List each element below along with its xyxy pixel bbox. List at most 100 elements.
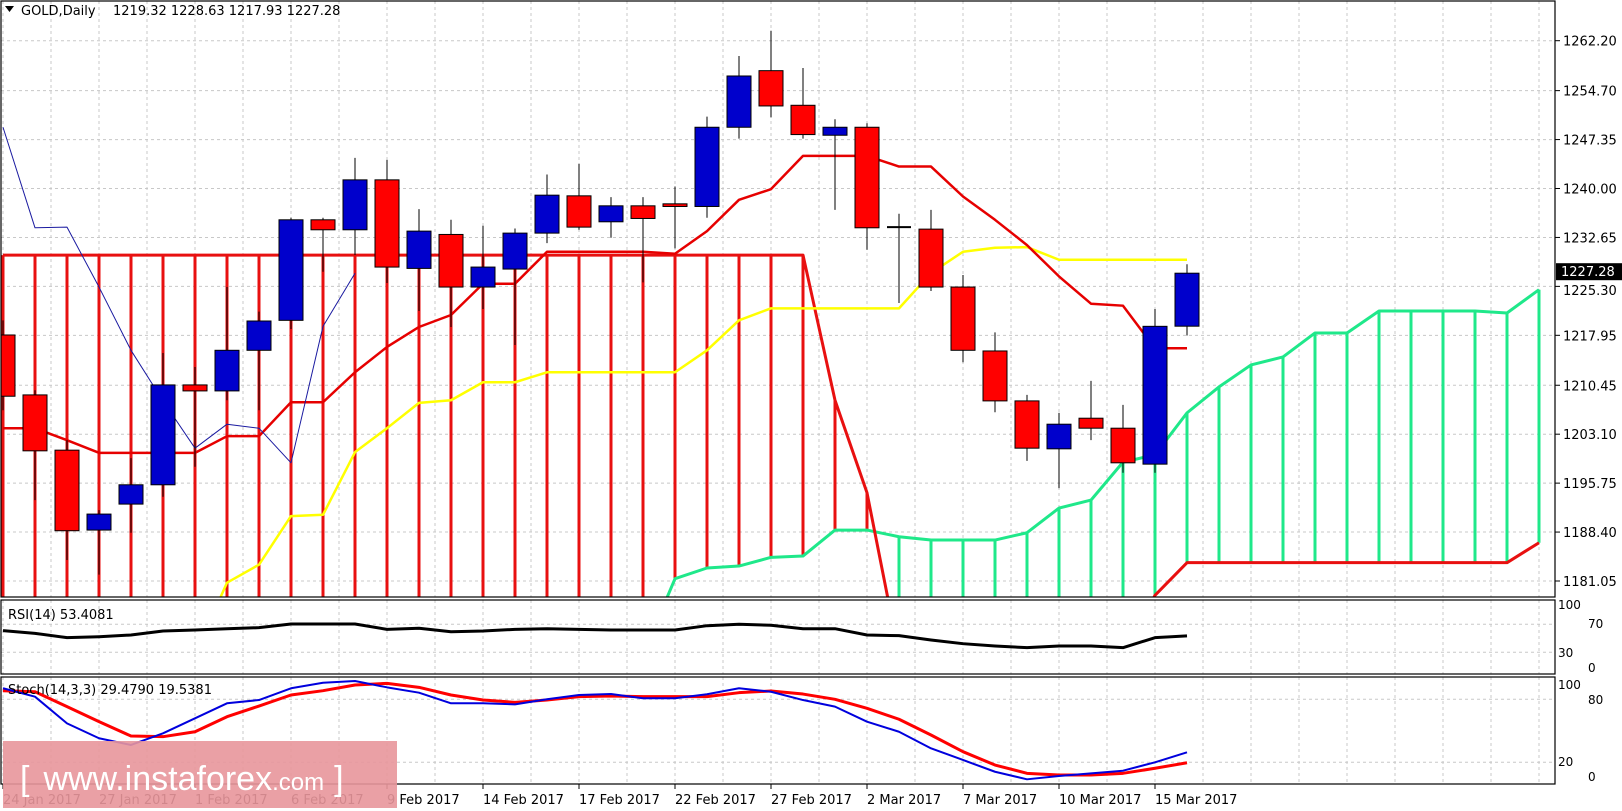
candle-body — [918, 228, 944, 288]
rsi-level-label: 0 — [1588, 661, 1596, 675]
candle[interactable] — [790, 67, 816, 139]
rsi-line — [2, 622, 1188, 650]
candle[interactable] — [1014, 394, 1040, 461]
candle[interactable] — [982, 332, 1008, 413]
kijun-sen-line — [219, 245, 1187, 597]
candle[interactable] — [118, 458, 144, 533]
candle[interactable] — [150, 352, 176, 497]
candle[interactable] — [1174, 264, 1200, 336]
candle[interactable] — [438, 219, 464, 327]
candle[interactable] — [566, 163, 592, 230]
candle[interactable] — [1142, 309, 1168, 473]
watermark-background — [3, 741, 397, 808]
candle[interactable] — [214, 287, 240, 401]
candle-body — [502, 232, 528, 270]
watermark-tld: .com — [272, 769, 324, 796]
candle[interactable] — [182, 366, 208, 467]
candle[interactable] — [950, 275, 976, 363]
candle-body — [1142, 325, 1168, 465]
price-tick-label: 1262.20 — [1563, 35, 1617, 50]
candle-body — [214, 349, 240, 392]
current-price-label: 1227.28 — [1561, 265, 1615, 280]
current-price-marker — [1556, 263, 1622, 281]
main-panel-border — [0, 0, 1556, 598]
candle-body — [406, 230, 432, 269]
candle-body — [854, 126, 880, 229]
candle[interactable] — [246, 311, 272, 411]
candle-body — [150, 384, 176, 486]
candle[interactable] — [534, 174, 560, 244]
chikou-span-line — [2, 127, 356, 464]
candle[interactable] — [1078, 380, 1104, 441]
candle[interactable] — [758, 30, 784, 118]
candle-body — [86, 513, 112, 531]
candle[interactable] — [598, 197, 624, 238]
candle-body — [982, 350, 1008, 402]
candle-body — [1046, 423, 1072, 450]
price-tick-label: 1188.40 — [1563, 526, 1617, 541]
candle[interactable] — [342, 157, 368, 256]
candle[interactable] — [854, 123, 880, 250]
candle[interactable] — [694, 116, 720, 218]
chart-header[interactable]: GOLD,Daily 1219.32 1228.63 1217.93 1227.… — [5, 4, 340, 19]
date-label: 14 Feb 2017 — [483, 793, 564, 808]
candle-body — [1110, 427, 1136, 464]
candle[interactable] — [630, 197, 656, 283]
price-tick-label: 1247.35 — [1563, 134, 1617, 149]
candle[interactable] — [1110, 404, 1136, 473]
price-tick-label: 1210.45 — [1563, 379, 1617, 394]
candle[interactable] — [887, 213, 911, 304]
candle[interactable] — [0, 320, 16, 411]
watermark-bracket-close: ] — [334, 760, 343, 798]
candle[interactable] — [278, 217, 304, 329]
price-tick-label: 1232.65 — [1563, 231, 1617, 246]
candle[interactable] — [502, 228, 528, 345]
candle[interactable] — [470, 225, 496, 310]
candle[interactable] — [310, 217, 336, 272]
stoch-signal-line — [2, 681, 1188, 777]
ohlc-readout: 1219.32 1228.63 1217.93 1227.28 — [113, 4, 340, 19]
price-tick-label: 1217.95 — [1563, 329, 1617, 344]
candle[interactable] — [726, 56, 752, 139]
stoch-label: Stoch(14,3,3) 29.4790 19.5381 — [8, 683, 212, 698]
watermark-site: www.instaforex — [42, 760, 272, 798]
candle-body — [790, 104, 816, 136]
candle-body — [1174, 272, 1200, 327]
candle-body — [278, 219, 304, 321]
candle[interactable] — [822, 119, 848, 210]
candle-body — [342, 179, 368, 231]
candle[interactable] — [918, 209, 944, 292]
stoch-level-label: 100 — [1558, 678, 1581, 692]
price-tick-label: 1240.00 — [1563, 183, 1617, 198]
senkou-span-b-line — [3, 253, 1540, 597]
candle-body — [534, 194, 560, 234]
candle[interactable] — [406, 209, 432, 312]
stoch-panel-border — [0, 676, 1556, 785]
candle-body — [694, 126, 720, 207]
rsi-panel-border — [0, 599, 1556, 675]
candle-body — [246, 320, 272, 351]
price-tick-label: 1254.70 — [1563, 85, 1617, 100]
price-tick-label: 1225.30 — [1563, 284, 1617, 299]
candle[interactable] — [22, 390, 48, 501]
date-label: 2 Mar 2017 — [867, 793, 941, 808]
candle-body — [950, 286, 976, 351]
symbol-timeframe: GOLD,Daily — [21, 4, 96, 19]
grid-lines — [1, 1, 1555, 784]
price-tick-label: 1195.75 — [1563, 477, 1617, 492]
tenkan-sen-line — [3, 154, 1187, 455]
candle[interactable] — [1046, 412, 1072, 489]
date-label: 22 Feb 2017 — [675, 793, 756, 808]
candle[interactable] — [662, 186, 688, 249]
triangle-down-icon[interactable] — [5, 6, 14, 12]
candle-body — [310, 219, 336, 231]
price-tick-label: 1181.05 — [1563, 575, 1617, 590]
candle-body — [822, 126, 848, 136]
candle[interactable] — [86, 510, 112, 575]
candle[interactable] — [54, 440, 80, 561]
rsi-plot — [2, 622, 1188, 650]
candle[interactable] — [374, 159, 400, 284]
price-tick-label: 1203.10 — [1563, 428, 1617, 443]
